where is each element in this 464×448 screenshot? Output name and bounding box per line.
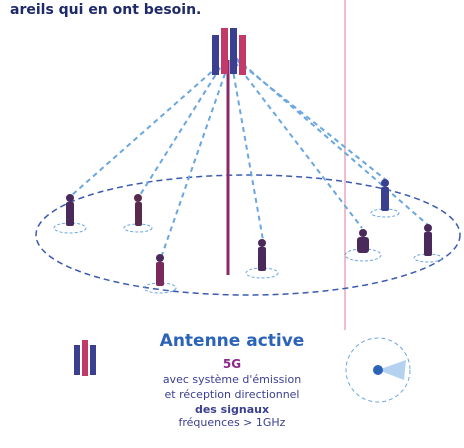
legend-line: fréquences > 1GHz: [179, 416, 286, 429]
legend-title: Antenne active: [160, 331, 305, 351]
legend-tag: 5G: [223, 357, 241, 371]
legend-line: et réception directionnel: [165, 388, 300, 401]
legend-line: des signaux: [195, 403, 269, 416]
header-text: areils qui en ont besoin.: [10, 2, 201, 18]
antenna-icon: [74, 340, 96, 376]
illustration: areils qui en ont besoin. Antenne active…: [0, 0, 464, 448]
legend-line: avec système d'émission: [163, 373, 301, 386]
